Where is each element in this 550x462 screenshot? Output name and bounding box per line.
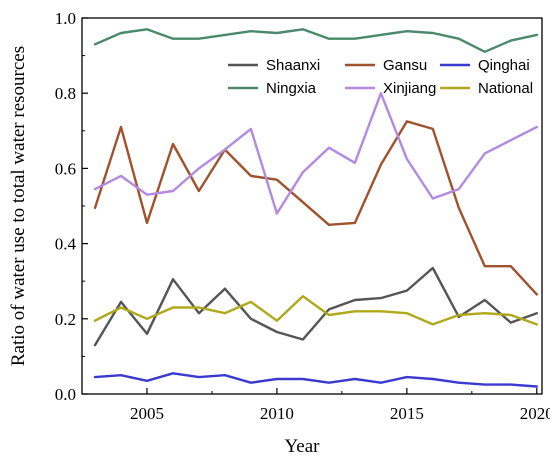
series-line-qinghai xyxy=(93,372,538,388)
legend-label-gansu: Gansu xyxy=(383,57,427,74)
legend: Shaanxi Gansu Qinghai Ningxia Xinjiang Nation… xyxy=(228,57,533,97)
y-tick-label: 0.4 xyxy=(55,235,77,254)
axes: 0.0 0.2 0.4 0.6 0.8 1.0 2005 2010 2015 2020 xyxy=(55,9,550,423)
series-line-gansu xyxy=(93,120,538,296)
y-tick-label: 0.2 xyxy=(55,310,76,329)
x-tick-label: 2010 xyxy=(260,404,294,423)
series-lines xyxy=(93,28,538,388)
series-line-xinjiang xyxy=(93,91,538,215)
legend-label-national: National xyxy=(478,80,533,97)
y-tick-label: 0.0 xyxy=(55,385,76,404)
legend-label-shaanxi: Shaanxi xyxy=(266,57,320,74)
y-tick-label: 1.0 xyxy=(55,9,76,28)
series-line-ningxia xyxy=(93,28,538,53)
legend-label-ningxia: Ningxia xyxy=(266,80,317,97)
y-axis-title: Ratio of water use to total water resour… xyxy=(8,46,29,366)
x-tick-label: 2015 xyxy=(390,404,424,423)
x-tick-label: 2005 xyxy=(130,404,164,423)
series-line-national xyxy=(93,295,538,326)
legend-label-qinghai: Qinghai xyxy=(478,57,530,74)
x-axis-title: Year xyxy=(284,436,320,457)
plot-frame xyxy=(81,17,543,395)
y-tick-label: 0.8 xyxy=(55,84,76,103)
legend-label-xinjiang: Xinjiang xyxy=(383,80,436,97)
y-tick-label: 0.6 xyxy=(55,159,76,178)
x-tick-label: 2020 xyxy=(520,404,550,423)
